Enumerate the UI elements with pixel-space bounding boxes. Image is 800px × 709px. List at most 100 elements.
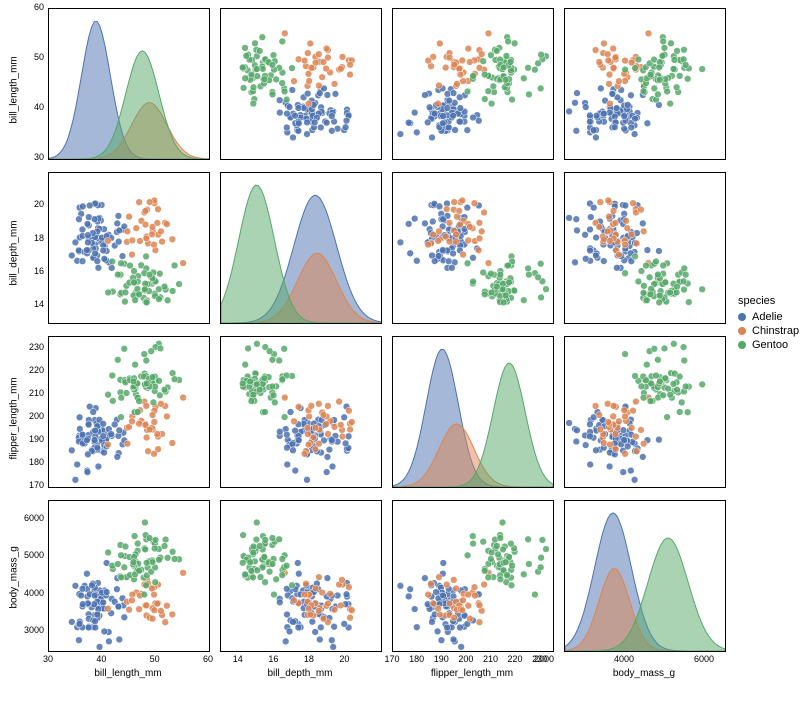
scatter-point: [612, 54, 619, 61]
scatter-point: [699, 66, 706, 73]
scatter-point: [656, 436, 663, 443]
scatter-point: [535, 274, 542, 281]
scatter-point: [459, 607, 466, 614]
scatter-point: [281, 30, 288, 37]
scatter-point: [624, 443, 631, 450]
scatter-point: [678, 399, 685, 406]
scatter-point: [164, 413, 171, 420]
scatter-point: [511, 40, 518, 47]
scatter-point: [459, 57, 466, 64]
scatter-point: [276, 357, 283, 364]
scatter-point: [169, 236, 176, 243]
scatter-point: [587, 461, 594, 468]
subplot-2-1: [220, 336, 382, 488]
scatter-point: [411, 606, 418, 613]
scatter-point: [103, 589, 110, 596]
scatter-point: [328, 113, 335, 120]
scatter-point: [671, 57, 678, 64]
scatter-point: [610, 208, 617, 215]
scatter-point: [485, 260, 492, 267]
scatter-point: [632, 433, 639, 440]
scatter-point: [151, 450, 158, 457]
scatter-point: [122, 298, 129, 305]
scatter-point: [436, 574, 443, 581]
scatter-point: [323, 421, 330, 428]
scatter-point: [450, 250, 457, 257]
scatter-point: [109, 372, 116, 379]
scatter-point: [597, 85, 604, 92]
scatter-point: [250, 100, 257, 107]
scatter-point: [582, 104, 589, 111]
scatter-point: [339, 433, 346, 440]
ytick: 3000: [24, 625, 44, 635]
scatter-point: [328, 437, 335, 444]
scatter-point: [305, 100, 312, 107]
scatter-point: [656, 248, 663, 255]
scatter-point: [134, 409, 141, 416]
scatter-point: [92, 624, 99, 631]
scatter-point: [317, 624, 324, 631]
scatter-point: [256, 543, 263, 550]
scatter-point: [152, 537, 159, 544]
scatter-point: [499, 519, 506, 526]
scatter-point: [276, 109, 283, 116]
scatter-point: [453, 239, 460, 246]
scatter-point: [315, 607, 322, 614]
scatter-point: [346, 584, 353, 591]
scatter-point: [130, 378, 137, 385]
scatter-point: [632, 253, 639, 260]
scatter-point: [346, 407, 353, 414]
scatter-point: [446, 54, 453, 61]
scatter-point: [438, 637, 445, 644]
scatter-point: [143, 602, 150, 609]
scatter-point: [425, 57, 432, 64]
scatter-point: [397, 239, 404, 246]
scatter-point: [121, 614, 128, 621]
scatter-point: [446, 220, 453, 227]
scatter-point: [645, 30, 652, 37]
scatter-point: [622, 66, 629, 73]
scatter-point: [587, 247, 594, 254]
scatter-point: [640, 394, 647, 401]
scatter-point: [284, 461, 291, 468]
scatter-point: [304, 424, 311, 431]
scatter-point: [118, 414, 125, 421]
scatter-point: [440, 216, 447, 223]
scatter-point: [504, 572, 511, 579]
scatter-point: [616, 418, 623, 425]
scatter-point: [593, 112, 600, 119]
scatter-point: [582, 442, 589, 449]
scatter-point: [250, 84, 257, 91]
scatter-point: [116, 636, 123, 643]
scatter-point: [279, 80, 286, 87]
scatter-point: [587, 421, 594, 428]
scatter-point: [315, 51, 322, 58]
scatter-point: [121, 345, 128, 352]
scatter-point: [638, 427, 645, 434]
scatter-point: [664, 88, 671, 95]
scatter-point: [610, 64, 617, 71]
scatter-point: [100, 599, 107, 606]
scatter-point: [289, 87, 296, 94]
scatter-point: [471, 200, 478, 207]
scatter-point: [127, 262, 134, 269]
scatter-point: [616, 78, 623, 85]
legend-title: species: [738, 295, 799, 307]
scatter-point: [640, 228, 647, 235]
scatter-point: [331, 606, 338, 613]
scatter-point: [161, 543, 168, 550]
scatter-point: [84, 247, 91, 254]
scatter-point: [126, 213, 133, 220]
scatter-point: [592, 47, 599, 54]
scatter-point: [295, 570, 302, 577]
scatter-point: [283, 562, 290, 569]
scatter-point: [574, 227, 581, 234]
scatter-point: [605, 57, 612, 64]
scatter-point: [72, 582, 79, 589]
scatter-point: [336, 398, 343, 405]
scatter-point: [532, 66, 539, 73]
scatter-point: [621, 113, 628, 120]
scatter-point: [84, 221, 91, 228]
scatter-point: [164, 602, 171, 609]
scatter-point: [143, 582, 150, 589]
